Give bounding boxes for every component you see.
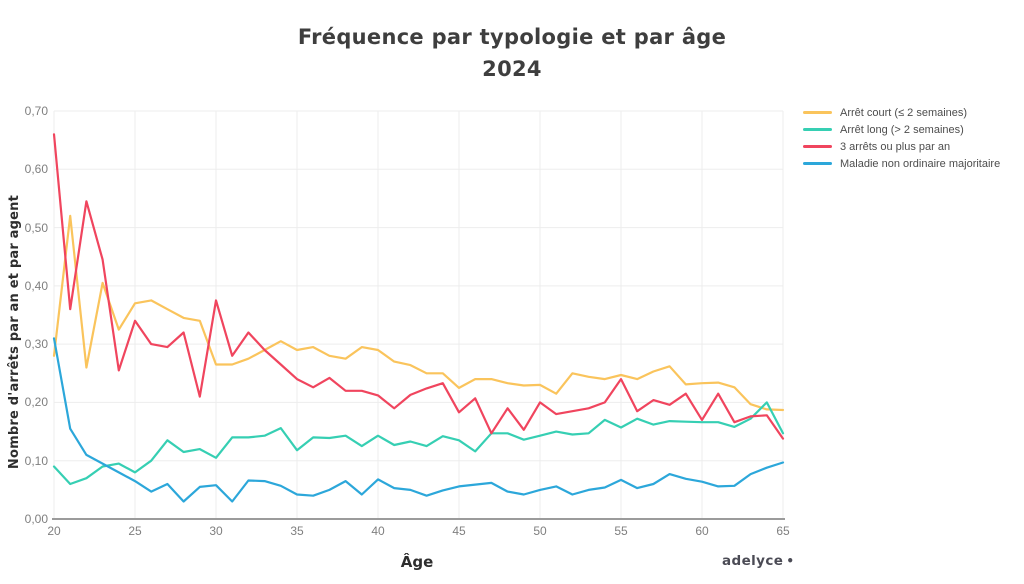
logo-dot-icon: • — [786, 554, 795, 568]
chart-subtitle-year: 2024 — [482, 57, 542, 81]
legend-swatch-icon — [803, 145, 832, 148]
x-tick-label: 50 — [533, 524, 547, 538]
y-tick-label: 0,30 — [24, 337, 48, 352]
legend-item-arret-long: Arrêt long (> 2 semaines) — [803, 121, 1000, 138]
legend-item-arret-court: Arrêt court (≤ 2 semaines) — [803, 104, 1000, 121]
y-tick-label: 0,40 — [24, 278, 48, 293]
legend-label: Maladie non ordinaire majoritaire — [840, 157, 1001, 170]
legend-swatch-icon — [803, 162, 832, 165]
x-tick-label: 20 — [47, 524, 61, 538]
y-tick-label: 0,50 — [24, 220, 48, 235]
legend-label: 3 arrêts ou plus par an — [840, 140, 951, 153]
x-tick-label: 35 — [290, 524, 304, 538]
legend-swatch-icon — [803, 128, 832, 131]
x-tick-label: 60 — [695, 524, 709, 538]
x-tick-label: 45 — [452, 524, 466, 538]
logo-text: adelyce — [722, 553, 784, 569]
legend-item-trois-arrets-ou-plus: 3 arrêts ou plus par an — [803, 138, 1000, 155]
x-tick-label: 65 — [776, 524, 790, 538]
y-tick-label: 0,00 — [24, 512, 48, 526]
legend-item-maladie-non-ordinaire: Maladie non ordinaire majoritaire — [803, 155, 1000, 172]
y-tick-label: 0,60 — [24, 162, 48, 177]
series-line-maladie-non-ordinaire — [52, 337, 785, 503]
y-axis-title: Nombre d'arrêts par an et par agent — [7, 194, 22, 470]
chart-title: Fréquence par typologie et par âge — [297, 25, 727, 49]
y-tick-label: 0,10 — [24, 453, 48, 468]
series-line-arret-court — [52, 214, 785, 412]
y-tick-label: 0,20 — [24, 395, 48, 410]
adelyce-logo: adelyce • — [722, 553, 794, 569]
legend-label: Arrêt court (≤ 2 semaines) — [840, 106, 968, 119]
y-tick-label: 0,70 — [24, 104, 48, 118]
legend-swatch-icon — [803, 111, 832, 114]
series-line-arret-long — [52, 401, 785, 486]
x-tick-label: 55 — [614, 524, 628, 538]
x-tick-label: 40 — [371, 524, 385, 538]
legend: Arrêt court (≤ 2 semaines) Arrêt long (> … — [803, 104, 1000, 172]
series-line-trois-arrets-ou-plus — [52, 133, 785, 440]
x-tick-label: 25 — [128, 524, 142, 538]
legend-label: Arrêt long (> 2 semaines) — [840, 123, 964, 136]
x-axis-title: Âge — [400, 553, 434, 571]
x-tick-label: 30 — [209, 524, 223, 538]
